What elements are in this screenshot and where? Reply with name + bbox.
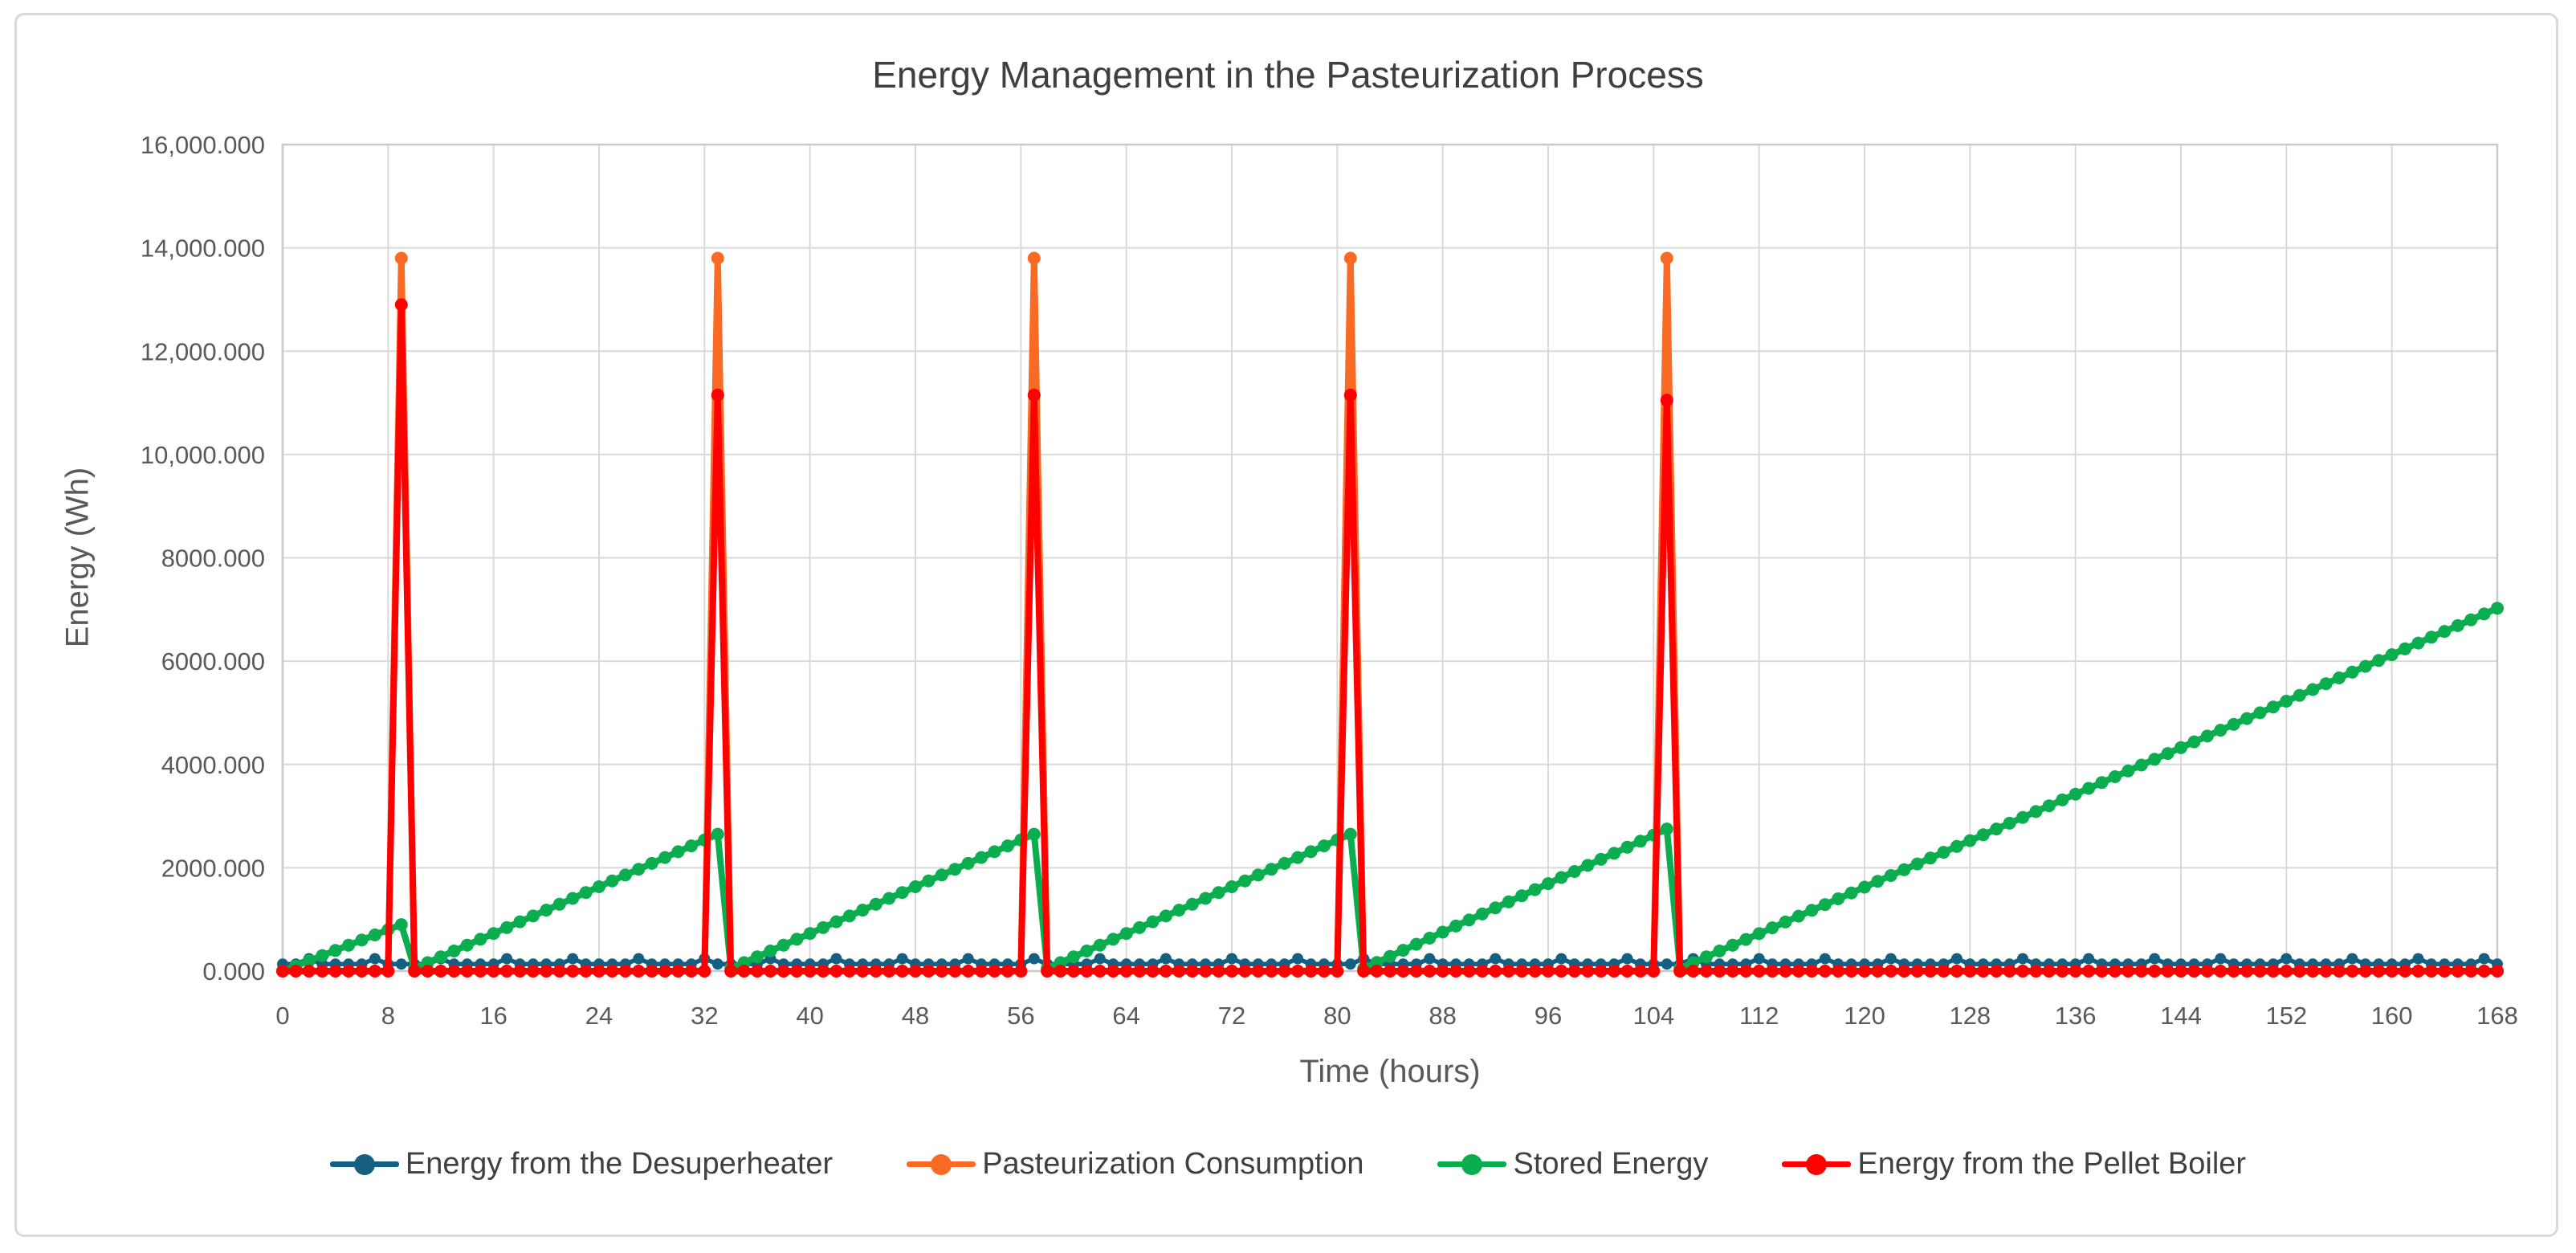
svg-text:12,000.000: 12,000.000 xyxy=(141,337,265,365)
legend: Energy from the Desuperheater Pasteurizat… xyxy=(0,1147,2576,1182)
svg-text:0.000: 0.000 xyxy=(202,957,265,986)
series-energy-from-the-pellet-boiler xyxy=(276,298,2504,978)
svg-text:72: 72 xyxy=(1218,1002,1245,1030)
svg-text:8: 8 xyxy=(381,1002,395,1030)
legend-marker-energy-from-the-pellet-boiler xyxy=(1782,1161,1852,1167)
svg-text:40: 40 xyxy=(796,1002,823,1030)
series-stored-energy xyxy=(276,602,2504,978)
svg-text:2000.000: 2000.000 xyxy=(161,854,265,882)
chart-title[interactable]: Energy Management in the Pasteurization … xyxy=(872,54,1704,96)
legend-marker-pasteurization-consumption xyxy=(907,1161,976,1167)
svg-text:6000.000: 6000.000 xyxy=(161,647,265,675)
x-tick-labels: 0 8 16 24 32 40 48 56 64 72 80 88 96 104 112 120 128 136 1… xyxy=(275,1002,2517,1030)
svg-text:14,000.000: 14,000.000 xyxy=(141,235,265,263)
x-axis-title[interactable]: Time (hours) xyxy=(1299,1054,1481,1089)
svg-text:8000.000: 8000.000 xyxy=(161,545,265,573)
series-pasteurization-consumption xyxy=(276,251,2504,978)
svg-text:168: 168 xyxy=(2476,1002,2518,1030)
legend-item-energy-from-the-desuperheater[interactable]: Energy from the Desuperheater xyxy=(329,1147,834,1182)
legend-label: Stored Energy xyxy=(1513,1147,1709,1181)
svg-text:128: 128 xyxy=(1949,1002,1991,1030)
y-tick-labels: 0.000 2000.000 4000.000 6000.000 8000.000 10,… xyxy=(141,131,265,986)
svg-text:10,000.000: 10,000.000 xyxy=(141,441,265,469)
svg-text:88: 88 xyxy=(1429,1002,1456,1030)
chart-border xyxy=(14,13,2558,1237)
svg-text:4000.000: 4000.000 xyxy=(161,751,265,779)
svg-text:56: 56 xyxy=(1007,1002,1034,1030)
svg-text:48: 48 xyxy=(902,1002,929,1030)
legend-label: Pasteurization Consumption xyxy=(982,1147,1364,1181)
svg-text:96: 96 xyxy=(1535,1002,1562,1030)
svg-text:80: 80 xyxy=(1323,1002,1351,1030)
legend-label: Energy from the Pellet Boiler xyxy=(1857,1147,2247,1181)
svg-text:144: 144 xyxy=(2160,1002,2202,1030)
svg-text:16,000.000: 16,000.000 xyxy=(141,131,265,159)
svg-text:120: 120 xyxy=(1844,1002,1885,1030)
svg-text:24: 24 xyxy=(585,1002,613,1030)
legend-marker-stored-energy xyxy=(1437,1161,1507,1167)
svg-text:64: 64 xyxy=(1112,1002,1139,1030)
legend-item-pasteurization-consumption[interactable]: Pasteurization Consumption xyxy=(907,1147,1363,1182)
legend-item-stored-energy[interactable]: Stored Energy xyxy=(1437,1147,1708,1182)
svg-text:136: 136 xyxy=(2055,1002,2097,1030)
svg-text:112: 112 xyxy=(1739,1002,1779,1030)
svg-text:0: 0 xyxy=(275,1002,289,1030)
legend-item-energy-from-the-pellet-boiler[interactable]: Energy from the Pellet Boiler xyxy=(1782,1147,2246,1182)
legend-label: Energy from the Desuperheater xyxy=(405,1147,834,1181)
svg-text:32: 32 xyxy=(691,1002,718,1030)
svg-text:160: 160 xyxy=(2371,1002,2413,1030)
svg-text:104: 104 xyxy=(1632,1002,1674,1030)
legend-marker-energy-from-the-desuperheater xyxy=(329,1161,399,1167)
gridlines xyxy=(282,144,2498,972)
svg-text:16: 16 xyxy=(479,1002,507,1030)
svg-text:152: 152 xyxy=(2265,1002,2307,1030)
